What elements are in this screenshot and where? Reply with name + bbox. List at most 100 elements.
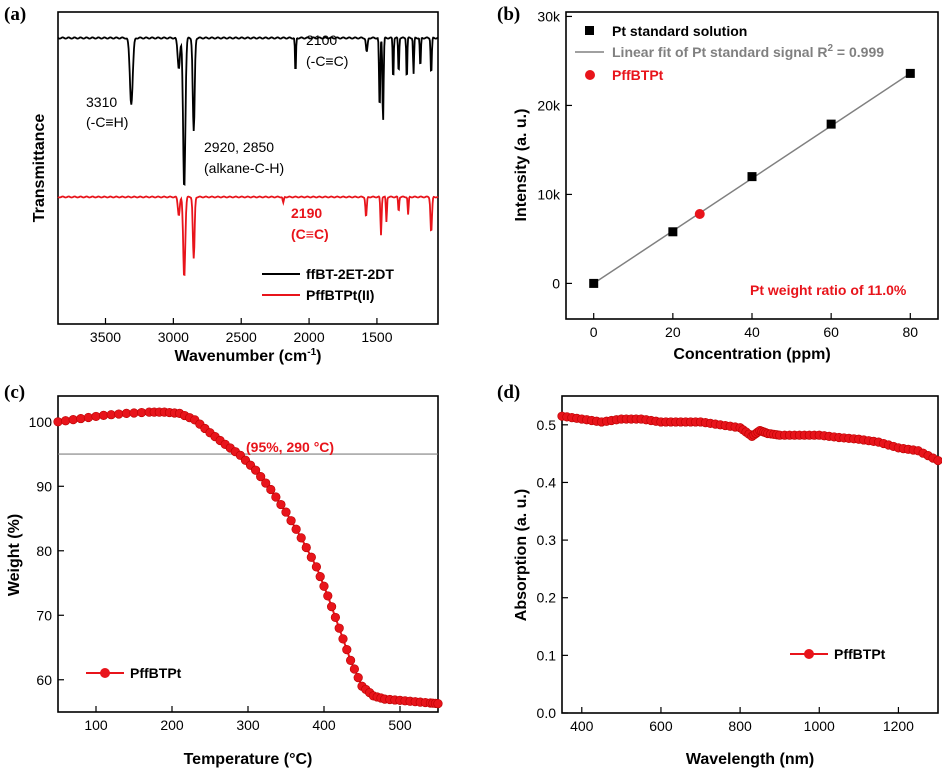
panel-d-xtick-label: 1000 (804, 718, 835, 734)
ann-2190: 2190 (291, 205, 322, 221)
panel-c-point (296, 533, 306, 543)
panel-c-point (342, 645, 352, 655)
panel-b-standard-point (905, 68, 915, 78)
legend-label-fit-sup: 2 (827, 43, 833, 54)
panel-b-note: Pt weight ratio of 11.0% (750, 282, 907, 298)
legend-label-ffbt: ffBT-2ET-2DT (306, 266, 394, 282)
panel-c-point (76, 413, 86, 424)
panel-d-xtick-label: 1200 (883, 718, 914, 734)
panel-a-xlabel-main: Wavenumber (cm (174, 348, 307, 365)
legend-label-fit-tail: = 0.999 (833, 44, 884, 60)
panel-b-ytick-label: 20k (537, 97, 561, 113)
panel-a: (a) 3500 3000 2500 2000 1500 Transmittance W… (4, 4, 439, 365)
panel-c-point (301, 542, 311, 553)
panel-b-xtick-label: 80 (903, 324, 919, 340)
legend-marker-pffbtpt (585, 70, 595, 80)
panel-b-standard-point (589, 278, 599, 288)
panel-c-point (330, 612, 341, 623)
panel-c-xtick-label: 300 (236, 717, 260, 733)
panel-c-point (106, 410, 116, 420)
panel-a-ylabel: Transmittance (31, 114, 48, 223)
panel-a-frame (57, 11, 439, 325)
panel-d-xtick-label: 400 (570, 718, 594, 734)
panel-d-ytick-label: 0.5 (537, 417, 557, 433)
panel-c-point (286, 516, 296, 526)
panel-d-ytick-label: 0.2 (537, 590, 557, 606)
legend-marker-pt-standard (585, 26, 594, 35)
panel-a-xtick-label: 1500 (361, 329, 392, 345)
panel-a-series-line (57, 36, 439, 186)
panel-c-ytick-label: 80 (36, 543, 52, 559)
panel-c-ytick-label: 70 (36, 607, 52, 623)
panel-b: (b) 0 20 40 60 80 0 10k 20k 30k Intensity (a. u.… (497, 4, 939, 363)
panel-a-xlabel: Wavenumber (cm-1) (174, 347, 321, 365)
panel-c-point (256, 472, 266, 482)
panel-d-ytick-label: 0.1 (537, 647, 557, 663)
panel-c-point (276, 499, 286, 510)
panel-b-legend: Pt standard solution Linear fit of Pt st… (575, 23, 884, 83)
panel-c-point (53, 417, 63, 427)
ann-3310: 3310 (86, 94, 117, 110)
panel-c-point (83, 412, 93, 423)
panel-d-ytick-label: 0.3 (537, 532, 557, 548)
panel-c-point (60, 416, 71, 426)
panel-c-xlabel: Temperature (°C) (184, 751, 313, 768)
panel-c-point (266, 484, 276, 495)
ann-2100: 2100 (306, 32, 337, 48)
panel-a-xtick-label: 2500 (226, 329, 257, 345)
panel-c-point (129, 408, 139, 418)
panel-b-xtick-label: 60 (823, 324, 839, 340)
panel-d-xtick-label: 800 (728, 718, 752, 734)
panel-c-point (281, 507, 291, 517)
panel-c-xtick-label: 400 (312, 717, 336, 733)
panel-c-point (137, 407, 147, 418)
ann-3310-sub: (-C≡H) (86, 114, 128, 130)
panel-a-label: (a) (4, 4, 26, 25)
panel-d-ytick-label: 0.4 (537, 474, 557, 490)
panel-d-series (557, 411, 942, 466)
panel-b-standard-point (747, 172, 757, 182)
panel-c-series (53, 407, 443, 709)
panel-c-point (349, 664, 360, 674)
panel-c-ytick-label: 60 (36, 672, 52, 688)
panel-c: (c) 100 200 300 400 500 60 70 80 90 100 Weight (%… (4, 382, 443, 768)
panel-d-ytick-label: 0.0 (537, 705, 557, 721)
legend-label-fit-main: Linear fit of Pt standard signal R (612, 44, 827, 60)
panel-b-xtick-label: 0 (590, 324, 598, 340)
panel-b-xlabel: Concentration (ppm) (673, 346, 830, 363)
panel-c-point (291, 524, 301, 534)
panel-c-point (353, 673, 363, 683)
panel-b-xtick-label: 20 (665, 324, 681, 340)
panel-c-point (271, 492, 281, 502)
panel-c-point (346, 655, 356, 666)
panel-c-point (68, 415, 78, 425)
panel-c-annotation: (95%, 290 °C) (246, 439, 334, 455)
panel-c-point (433, 699, 443, 709)
panel-d-ticks: 400 600 800 1000 1200 0.0 0.1 0.2 0.3 0.4 0.5 (537, 417, 915, 734)
panel-c-point (114, 409, 124, 419)
panel-d-frame (561, 395, 939, 714)
legend-marker-d (804, 649, 814, 659)
panel-a-xtick-label: 3500 (90, 329, 121, 345)
panel-c-point (261, 478, 271, 488)
panel-b-ytick-label: 0 (552, 275, 560, 291)
panel-a-xticks: 3500 3000 2500 2000 1500 (90, 318, 393, 345)
panel-b-ylabel: Intensity (a. u.) (513, 109, 530, 222)
panel-b-label: (b) (497, 4, 520, 25)
panel-c-point (315, 571, 325, 582)
panel-a-xlabel-sup: -1 (307, 347, 316, 358)
panel-a-xlabel-end: ) (316, 348, 321, 365)
panel-a-xtick-label: 3000 (158, 329, 189, 345)
panel-c-curve (57, 411, 439, 705)
panel-b-ticks: 0 20 40 60 80 0 10k 20k 30k (537, 8, 918, 340)
panel-c-xtick-label: 100 (84, 717, 108, 733)
ann-2920-sub: (alkane-C-H) (204, 160, 284, 176)
panel-c-xtick-label: 500 (388, 717, 412, 733)
panel-c-point (306, 552, 316, 562)
panel-c-point (327, 602, 337, 612)
panel-c-ylabel: Weight (%) (6, 514, 23, 596)
panel-c-point (319, 581, 329, 591)
panel-a-xtick-label: 2000 (293, 329, 324, 345)
panel-a-legend: ffBT-2ET-2DT PffBTPt(II) (262, 266, 394, 303)
